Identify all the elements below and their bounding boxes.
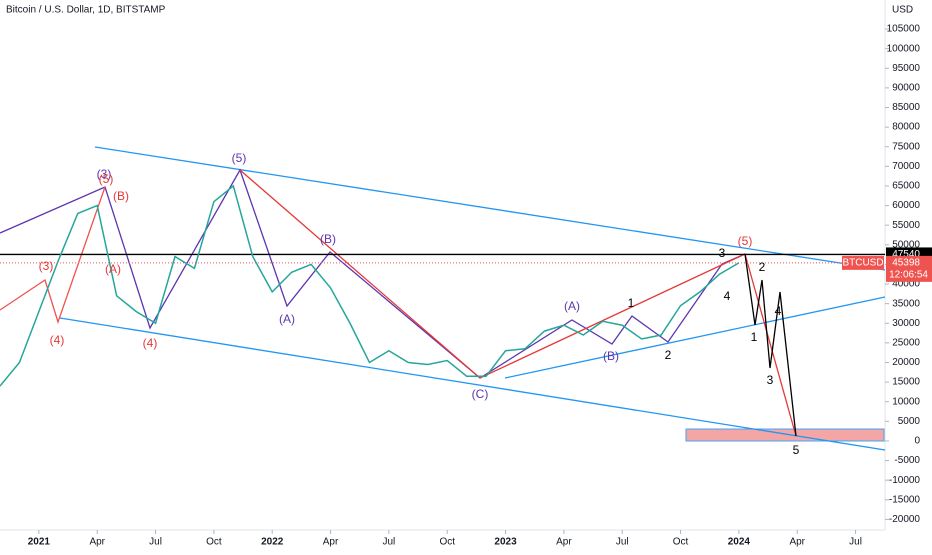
- y-tick-label: 85000: [892, 102, 920, 113]
- chart-title: Bitcoin / U.S. Dollar, 1D, BITSTAMP: [6, 5, 166, 16]
- y-tick-label: 5000: [898, 416, 921, 427]
- x-tick-label: Oct: [439, 537, 455, 548]
- y-tick-label: 10000: [892, 396, 920, 407]
- channel-line: [94, 146, 886, 271]
- wave-label: (A): [105, 262, 121, 276]
- wave-label: (4): [143, 336, 158, 350]
- wave-label: (3): [97, 167, 112, 181]
- y-tick-label: 105000: [887, 24, 921, 35]
- y-tick-label: 50000: [892, 239, 920, 250]
- symbol-tag-label: BTCUSD: [842, 257, 883, 268]
- last-price-tag: [886, 255, 932, 282]
- x-tick-label: 2022: [261, 537, 284, 548]
- channel-line: [504, 296, 886, 379]
- channel-line: [59, 317, 886, 451]
- wave-label: (5): [738, 234, 753, 248]
- wave-line: [239, 169, 797, 437]
- x-tick-label: Apr: [556, 537, 572, 548]
- price-line: [0, 184, 740, 387]
- y-tick-label: 100000: [887, 43, 921, 54]
- wave-label: (B): [113, 189, 129, 203]
- wave-label: 5: [793, 443, 800, 457]
- symbol-tag: [842, 255, 884, 270]
- x-tick-label: 2021: [28, 537, 51, 548]
- x-tick-label: Jul: [616, 537, 629, 548]
- wave-label: (C): [472, 387, 489, 401]
- y-tick-label: 30000: [892, 318, 920, 329]
- y-tick-label: 75000: [892, 141, 920, 152]
- wave-label: (5): [99, 172, 114, 186]
- y-tick-label: 95000: [892, 63, 920, 74]
- x-tick-label: Jul: [382, 537, 395, 548]
- wave-label: (A): [564, 299, 580, 313]
- currency-label: USD: [892, 5, 913, 16]
- y-tick-label: 70000: [892, 161, 920, 172]
- x-tick-label: 2024: [728, 537, 751, 548]
- y-tick-label: 65000: [892, 181, 920, 192]
- y-tick-label: 90000: [892, 83, 920, 94]
- y-tick-label: 55000: [892, 220, 920, 231]
- wave-label: (5): [232, 151, 247, 165]
- y-tick-label: 20000: [892, 357, 920, 368]
- y-tick-label: -5000: [894, 455, 920, 466]
- wave-label: 2: [759, 260, 766, 274]
- target-zone: [685, 428, 885, 442]
- y-tick-label: 0: [914, 436, 920, 447]
- y-tick-label: 15000: [892, 377, 920, 388]
- wave-label: (B): [603, 349, 619, 363]
- y-tick-label: -20000: [889, 514, 921, 525]
- y-tick-label: 25000: [892, 338, 920, 349]
- price-tag-label: 47540: [892, 249, 920, 260]
- wave-label: 3: [767, 373, 774, 387]
- wave-label: 1: [628, 296, 635, 310]
- wave-label: 3: [719, 246, 726, 260]
- y-tick-label: 60000: [892, 200, 920, 211]
- x-tick-label: Oct: [673, 537, 689, 548]
- wave-label: 2: [665, 348, 672, 362]
- wave-label: 1: [751, 330, 758, 344]
- drawings: [0, 146, 886, 451]
- wave-line: [744, 253, 797, 437]
- x-tick-label: Apr: [89, 537, 105, 548]
- wave-label: 4: [724, 289, 731, 303]
- x-tick-label: Apr: [323, 537, 339, 548]
- wave-label: (4): [50, 333, 65, 347]
- y-tick-label: 80000: [892, 122, 920, 133]
- x-tick-label: Oct: [206, 537, 222, 548]
- wave-label: (3): [39, 259, 54, 273]
- wave-label: (B): [320, 232, 336, 246]
- y-tick-label: -15000: [889, 494, 921, 505]
- y-tick-label: -10000: [889, 475, 921, 486]
- countdown-label: 12:06:54: [889, 269, 928, 280]
- x-tick-label: Apr: [789, 537, 805, 548]
- x-tick-label: 2023: [494, 537, 517, 548]
- x-tick-label: Jul: [149, 537, 162, 548]
- last-price-label: 45398: [892, 257, 920, 268]
- wave-label: (A): [279, 312, 295, 326]
- x-tick-label: Jul: [849, 537, 862, 548]
- y-tick-label: 40000: [892, 279, 920, 290]
- wave-label: 4: [775, 304, 782, 318]
- y-tick-label: 35000: [892, 298, 920, 309]
